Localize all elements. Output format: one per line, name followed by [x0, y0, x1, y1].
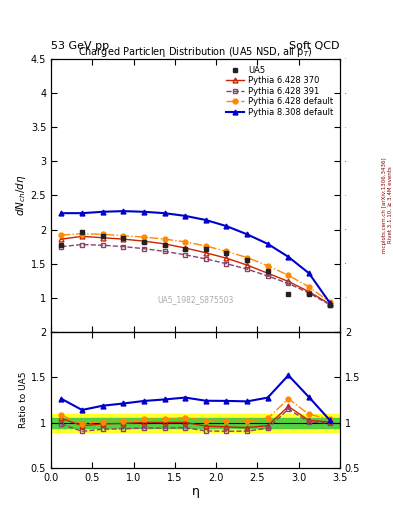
Pythia 8.308 default	[121, 208, 126, 214]
Pythia 8.308 default	[286, 254, 291, 260]
Pythia 6.428 391	[204, 256, 208, 262]
Pythia 6.428 391	[265, 273, 270, 279]
Pythia 6.428 391	[141, 246, 146, 252]
Pythia 6.428 391	[59, 244, 64, 250]
Pythia 6.428 370	[245, 262, 250, 268]
Pythia 6.428 370	[183, 245, 187, 251]
Line: Pythia 6.428 370: Pythia 6.428 370	[59, 234, 332, 306]
Pythia 6.428 391	[80, 242, 84, 248]
Pythia 8.308 default	[100, 209, 105, 215]
UA5	[327, 302, 332, 308]
Pythia 8.308 default	[307, 270, 311, 276]
Bar	[51, 418, 340, 428]
Text: UA5_1982_S875503: UA5_1982_S875503	[157, 295, 234, 304]
Pythia 6.428 default	[327, 299, 332, 305]
Pythia 6.428 370	[162, 241, 167, 247]
Pythia 6.428 default	[286, 272, 291, 279]
Pythia 6.428 default	[121, 232, 126, 239]
Pythia 6.428 370	[224, 255, 229, 261]
Pythia 8.308 default	[224, 223, 229, 229]
Pythia 8.308 default	[183, 213, 187, 219]
Pythia 6.428 default	[141, 234, 146, 240]
Bar	[51, 414, 340, 432]
Pythia 6.428 default	[100, 231, 105, 238]
Pythia 6.428 default	[245, 254, 250, 261]
Legend: UA5, Pythia 6.428 370, Pythia 6.428 391, Pythia 6.428 default, Pythia 8.308 defa: UA5, Pythia 6.428 370, Pythia 6.428 391,…	[223, 63, 336, 119]
Pythia 6.428 default	[307, 284, 311, 290]
Line: Pythia 8.308 default: Pythia 8.308 default	[59, 209, 332, 305]
UA5	[162, 242, 167, 248]
Line: Pythia 6.428 default: Pythia 6.428 default	[59, 231, 332, 304]
UA5	[183, 246, 187, 252]
Pythia 6.428 default	[162, 236, 167, 242]
UA5	[100, 233, 105, 240]
Text: Rivet 3.1.10, ≥ 3.4M events: Rivet 3.1.10, ≥ 3.4M events	[387, 166, 392, 243]
UA5	[141, 239, 146, 245]
UA5	[245, 257, 250, 263]
UA5	[121, 236, 126, 242]
Pythia 8.308 default	[162, 210, 167, 216]
Pythia 6.428 370	[286, 279, 291, 285]
Pythia 6.428 391	[327, 302, 332, 308]
Pythia 6.428 370	[307, 289, 311, 295]
Pythia 6.428 370	[204, 250, 208, 256]
Line: Pythia 6.428 391: Pythia 6.428 391	[59, 242, 332, 307]
Pythia 6.428 370	[141, 238, 146, 244]
Pythia 8.308 default	[327, 300, 332, 306]
Y-axis label: $dN_{ch}/d\eta$: $dN_{ch}/d\eta$	[14, 175, 28, 216]
Pythia 6.428 default	[204, 243, 208, 249]
Line: UA5: UA5	[59, 230, 332, 307]
Title: Charged Particleη Distribution (UA5 NSD, all p$_T$): Charged Particleη Distribution (UA5 NSD,…	[78, 45, 313, 59]
Y-axis label: Ratio to UA5: Ratio to UA5	[19, 372, 28, 429]
Pythia 8.308 default	[265, 241, 270, 247]
Pythia 6.428 default	[59, 232, 64, 238]
Text: mcplots.cern.ch [arXiv:1306.3436]: mcplots.cern.ch [arXiv:1306.3436]	[382, 157, 387, 252]
UA5	[59, 242, 64, 248]
UA5	[80, 229, 84, 236]
UA5	[204, 246, 208, 252]
Pythia 6.428 391	[100, 242, 105, 248]
Pythia 6.428 default	[80, 230, 84, 237]
Pythia 6.428 370	[80, 233, 84, 240]
UA5	[265, 267, 270, 273]
UA5	[224, 250, 229, 257]
Pythia 8.308 default	[141, 209, 146, 215]
Pythia 6.428 370	[121, 236, 126, 242]
Pythia 8.308 default	[59, 210, 64, 216]
Pythia 6.428 370	[59, 236, 64, 242]
Pythia 6.428 default	[224, 248, 229, 254]
Pythia 6.428 391	[286, 281, 291, 287]
Pythia 6.428 391	[307, 290, 311, 296]
Pythia 6.428 391	[183, 252, 187, 258]
Pythia 8.308 default	[204, 217, 208, 223]
Text: Soft QCD: Soft QCD	[290, 41, 340, 51]
Pythia 6.428 370	[265, 270, 270, 276]
Pythia 6.428 391	[121, 244, 126, 250]
Pythia 8.308 default	[245, 231, 250, 238]
Pythia 6.428 default	[183, 239, 187, 245]
Pythia 6.428 391	[224, 261, 229, 267]
UA5	[307, 291, 311, 297]
Pythia 6.428 391	[245, 266, 250, 272]
Text: 53 GeV pp: 53 GeV pp	[51, 41, 109, 51]
UA5	[286, 291, 291, 297]
X-axis label: η: η	[191, 485, 200, 498]
Pythia 6.428 370	[327, 301, 332, 307]
Pythia 6.428 391	[162, 248, 167, 254]
Pythia 6.428 default	[265, 263, 270, 269]
Pythia 8.308 default	[80, 210, 84, 216]
Pythia 6.428 370	[100, 234, 105, 241]
